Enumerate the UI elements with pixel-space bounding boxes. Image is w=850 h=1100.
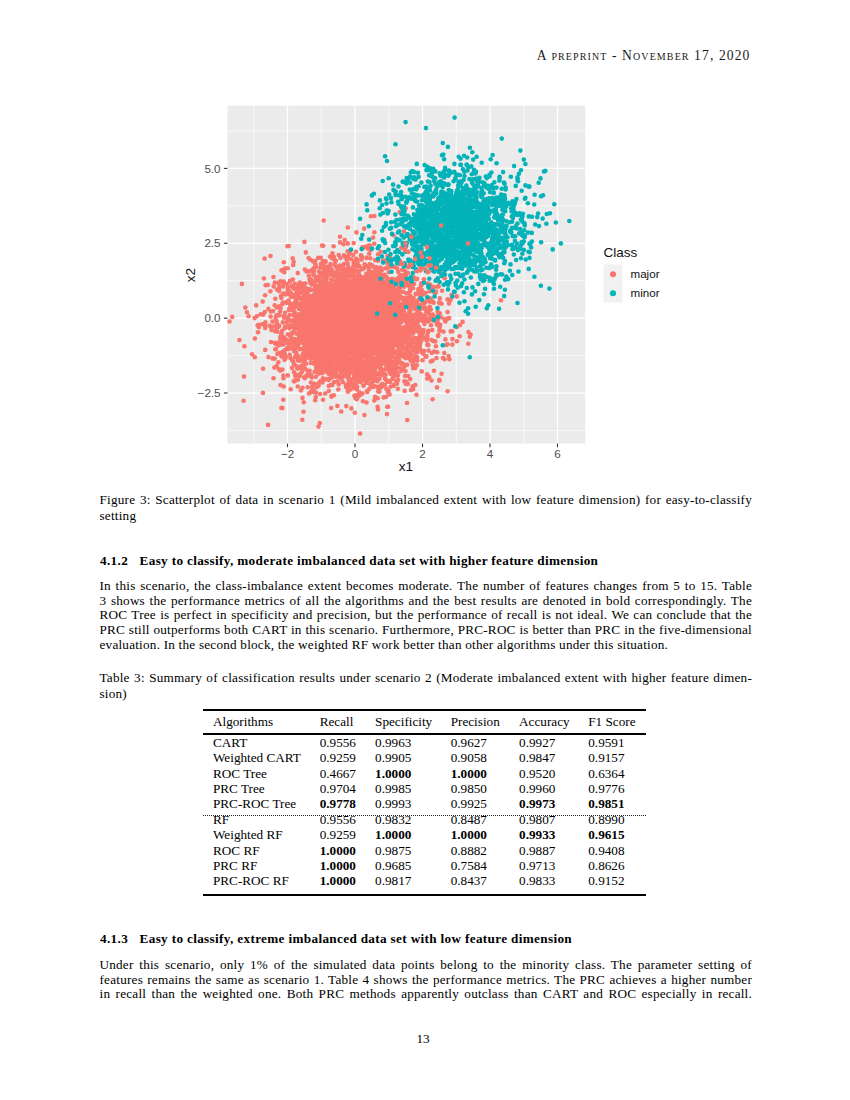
svg-text:x1: x1: [399, 459, 413, 474]
svg-text:−2.5: −2.5: [198, 386, 221, 399]
svg-text:0.0: 0.0: [204, 311, 220, 324]
svg-text:5.0: 5.0: [204, 162, 220, 175]
svg-text:2: 2: [419, 447, 425, 460]
svg-text:minor: minor: [631, 286, 660, 299]
svg-text:major: major: [631, 267, 660, 280]
svg-text:6: 6: [554, 447, 560, 460]
svg-text:x2: x2: [183, 268, 198, 282]
svg-text:4: 4: [487, 447, 494, 460]
svg-text:0: 0: [352, 447, 358, 460]
svg-text:Class: Class: [604, 245, 638, 260]
svg-text:−2: −2: [281, 447, 294, 460]
svg-text:2.5: 2.5: [204, 236, 220, 249]
